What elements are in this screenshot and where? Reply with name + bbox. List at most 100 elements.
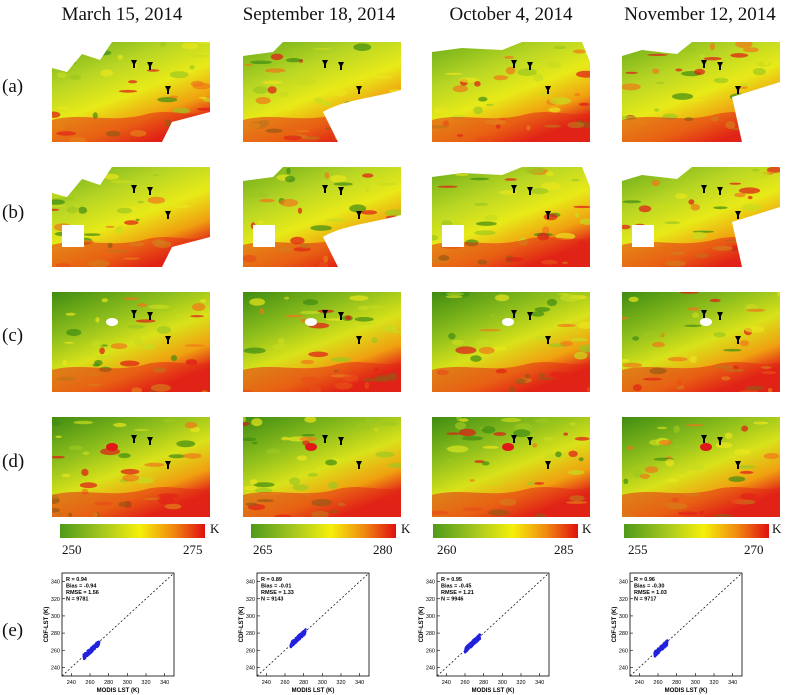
y-tick-label: 340 (51, 580, 60, 586)
y-tick-label: 260 (246, 648, 255, 654)
data-point (292, 639, 296, 642)
lst-map-row1-col4 (622, 42, 780, 142)
x-tick-label: 280 (479, 680, 488, 686)
colorbar-max-2: 280 (373, 542, 393, 557)
data-point (82, 653, 86, 656)
lst-map-row3-col1 (52, 292, 210, 392)
colorbar-min-2: 265 (253, 542, 273, 557)
lst-map-row4-col3 (432, 417, 590, 517)
stats-text: RMSE = 1.33 (261, 590, 294, 596)
lst-map-row4-col1 (52, 417, 210, 517)
colorbar-min-3: 260 (437, 542, 457, 557)
lst-map-row4-col4 (622, 417, 780, 517)
stats-text: R = 0.96 (634, 577, 655, 583)
data-point (293, 641, 296, 644)
stats-text: R = 0.89 (261, 577, 282, 583)
x-tick-label: 340 (355, 680, 364, 686)
data-point (304, 629, 307, 632)
y-axis-label: CDF-LST (K) (612, 607, 618, 643)
y-tick-label: 260 (426, 648, 435, 654)
stats-text: Bias = -0.45 (441, 584, 471, 590)
data-point (96, 645, 99, 649)
stats-text: N = 9946 (441, 597, 463, 603)
stats-text: Bias = -0.94 (66, 584, 97, 590)
y-tick-label: 240 (51, 665, 60, 671)
scatter-plot-2: 240 260 280 300 320 340 240 260 280 300 320 340 MODI… (239, 572, 370, 694)
data-point (478, 635, 481, 639)
x-tick-label: 340 (160, 680, 169, 686)
x-tick-label: 280 (104, 680, 113, 686)
data-point (464, 650, 468, 653)
row-label-e: (e) (2, 620, 24, 641)
data-point (662, 646, 665, 649)
one-to-one-line (436, 572, 550, 677)
stats-text: Bias = -0.30 (634, 584, 664, 590)
lst-map-row2-col3 (432, 167, 590, 267)
data-point (294, 636, 298, 640)
data-point (95, 642, 99, 645)
data-point (471, 641, 474, 645)
data-point (300, 632, 303, 635)
y-tick-label: 340 (246, 580, 255, 586)
lst-map-row4-col2 (243, 417, 401, 517)
data-point (665, 643, 669, 646)
lst-map-row1-col1 (52, 42, 210, 142)
colorbar-max-1: 275 (183, 542, 203, 557)
y-tick-label: 320 (426, 597, 435, 603)
data-point (290, 644, 293, 647)
y-tick-label: 300 (246, 614, 255, 620)
data-point (655, 653, 658, 656)
data-point (658, 648, 662, 652)
colorbar-2 (251, 524, 396, 538)
x-tick-label: 240 (262, 680, 271, 686)
data-point (85, 654, 88, 657)
lst-map-row3-col3 (432, 292, 590, 392)
data-point (299, 635, 302, 638)
stats-text: RMSE = 1.21 (441, 590, 474, 596)
colorbar-unit-4: K (772, 521, 782, 536)
lst-map-row3-col4 (622, 292, 780, 392)
y-tick-label: 320 (619, 597, 628, 603)
scatter-plot-3: 240 260 280 300 320 340 240 260 280 300 320 340 MODI… (419, 572, 550, 694)
x-axis-label: MODIS LST (K) (472, 688, 515, 694)
lst-map-row3-col2 (243, 292, 401, 392)
stats-text: N = 9781 (66, 597, 88, 603)
data-point (474, 638, 477, 642)
one-to-one-line (61, 572, 175, 677)
stats-text: RMSE = 1.03 (634, 590, 667, 596)
colorbar-3 (433, 524, 578, 538)
y-tick-label: 300 (51, 614, 60, 620)
colorbar-unit-2: K (401, 521, 411, 536)
x-axis-label: MODIS LST (K) (97, 688, 140, 694)
x-tick-label: 240 (67, 680, 76, 686)
colorbar-min-4: 255 (628, 542, 648, 557)
data-point (475, 636, 478, 639)
x-tick-label: 240 (442, 680, 451, 686)
data-point (297, 638, 300, 641)
column-title-3: October 4, 2014 (449, 4, 573, 25)
x-tick-label: 300 (498, 680, 507, 686)
colorbar-min-1: 250 (62, 542, 82, 557)
x-tick-label: 320 (141, 680, 150, 686)
x-axis-label: MODIS LST (K) (665, 688, 708, 694)
row-label-c: (c) (2, 325, 24, 346)
x-tick-label: 280 (672, 680, 681, 686)
data-point (653, 653, 656, 657)
stats-text: N = 9143 (261, 597, 283, 603)
stats-text: N = 9717 (634, 597, 656, 603)
scatter-plot-row: 240 260 280 300 320 340 240 260 280 300 320 340 MODI… (44, 572, 743, 694)
y-tick-label: 340 (426, 580, 435, 586)
one-to-one-line (256, 572, 370, 677)
row-label-a: (a) (2, 76, 24, 97)
data-point (467, 645, 470, 648)
data-point (93, 645, 96, 648)
data-point (477, 638, 480, 641)
data-point (93, 647, 96, 651)
data-point (296, 635, 299, 638)
column-title-1: March 15, 2014 (61, 4, 183, 25)
lst-map-row1-col2 (243, 42, 401, 142)
x-tick-label: 260 (460, 680, 469, 686)
x-tick-label: 320 (516, 680, 525, 686)
y-axis-label: CDF-LST (K) (419, 607, 425, 643)
colorbar-max-3: 285 (554, 542, 574, 557)
